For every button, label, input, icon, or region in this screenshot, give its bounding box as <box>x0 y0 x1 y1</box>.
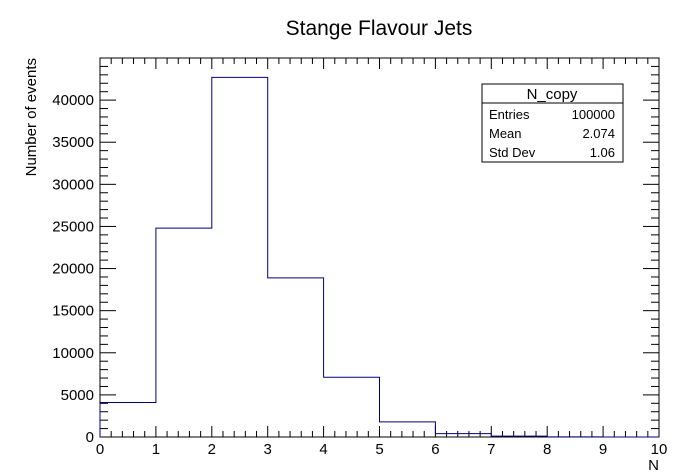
stats-stddev-label: Std Dev <box>489 145 536 160</box>
histogram-bin <box>380 422 436 437</box>
y-tick-labels: 0 5000 10000 15000 20000 25000 30000 35000 40000 <box>52 92 94 446</box>
stats-mean-label: Mean <box>489 126 522 141</box>
y-tick-label: 35000 <box>52 134 94 151</box>
x-tick-labels: 0 1 2 3 4 5 6 7 8 9 10 <box>96 441 668 458</box>
x-tick-label: 3 <box>264 441 272 458</box>
stats-box-title: N_copy <box>527 86 578 103</box>
stats-stddev-value: 1.06 <box>590 145 615 160</box>
y-tick-label: 20000 <box>52 261 94 278</box>
stats-mean-value: 2.074 <box>582 126 615 141</box>
histogram-bin <box>268 278 324 437</box>
chart-title: Stange Flavour Jets <box>286 17 473 40</box>
histogram-bin <box>156 228 212 437</box>
y-tick-label: 30000 <box>52 176 94 193</box>
x-tick-label: 6 <box>431 441 439 458</box>
axis-ticks <box>99 58 660 438</box>
histogram-bin <box>100 402 156 437</box>
stats-entries-label: Entries <box>489 107 530 122</box>
x-tick-label: 5 <box>375 441 383 458</box>
x-tick-label: 7 <box>487 441 495 458</box>
x-tick-label: 9 <box>599 441 607 458</box>
y-tick-label: 25000 <box>52 218 94 235</box>
y-tick-label: 5000 <box>61 387 94 404</box>
stats-entries-value: 100000 <box>572 107 615 122</box>
x-tick-label: 1 <box>152 441 160 458</box>
histogram-bin <box>212 77 268 437</box>
stats-box-frame <box>481 83 624 163</box>
y-tick-label: 0 <box>86 429 94 446</box>
y-axis-label: Number of events <box>23 58 40 176</box>
x-tick-label: 0 <box>96 441 104 458</box>
x-tick-label: 4 <box>319 441 327 458</box>
x-tick-label: 10 <box>651 441 668 458</box>
x-tick-label: 8 <box>543 441 551 458</box>
y-tick-label: 40000 <box>52 92 94 109</box>
y-tick-label: 15000 <box>52 303 94 320</box>
histogram-bin <box>324 377 380 437</box>
histogram-outline <box>99 76 660 438</box>
y-tick-label: 10000 <box>52 345 94 362</box>
x-tick-label: 2 <box>208 441 216 458</box>
stats-box: N_copy Entries 100000 Mean 2.074 Std Dev… <box>481 83 624 163</box>
histogram-bin <box>435 434 491 437</box>
x-axis-label: N <box>648 457 659 474</box>
